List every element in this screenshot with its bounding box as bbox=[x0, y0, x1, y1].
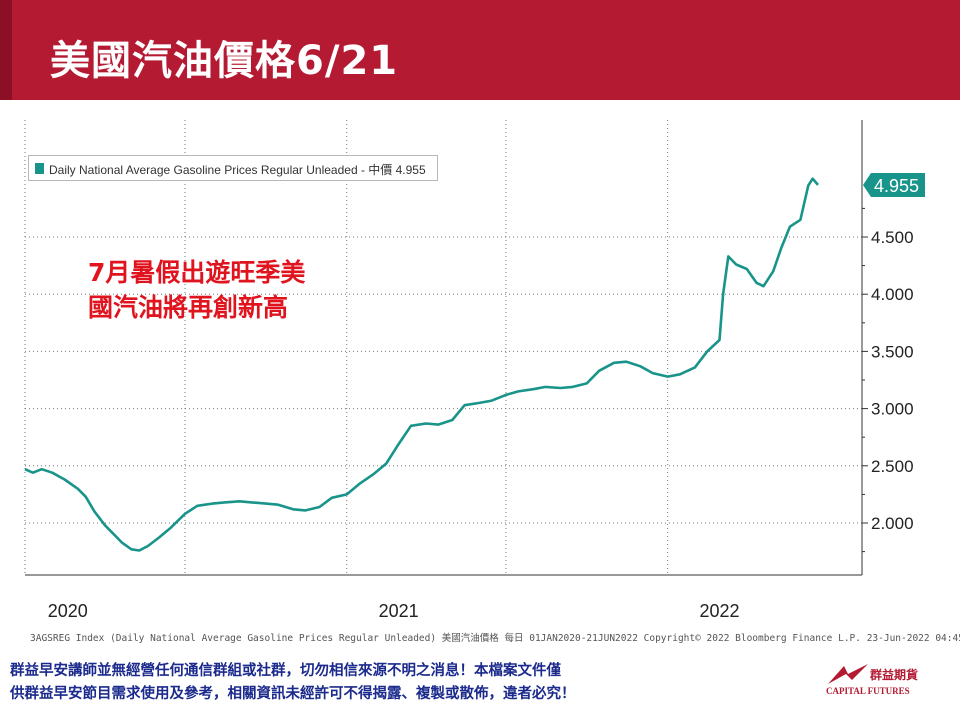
title-bar-edge bbox=[0, 0, 12, 100]
x-tick-label-2021: 2021 bbox=[379, 601, 419, 621]
capital-futures-logo: 群益期貨 CAPITAL FUTURES bbox=[824, 660, 954, 706]
chart-legend: Daily National Average Gasoline Prices R… bbox=[28, 155, 438, 181]
y-tick-label-4.000: 4.000 bbox=[871, 285, 914, 304]
title-bar: 美國汽油價格6/21 bbox=[0, 0, 960, 100]
disclaimer-line-1: 群益早安講師並無經營任何通信群組或社群，切勿相信來源不明之消息！本檔案文件僅 bbox=[10, 663, 561, 679]
legend-text: Daily National Average Gasoline Prices R… bbox=[49, 163, 426, 177]
last-value-label: 4.955 bbox=[874, 176, 919, 196]
y-tick-label-4.500: 4.500 bbox=[871, 228, 914, 247]
disclaimer-line-2: 供群益早安節目需求使用及參考，相關資訊未經許可不得揭露、複製或散佈，違者必究！ bbox=[10, 686, 576, 702]
legend-swatch bbox=[35, 163, 44, 174]
disclaimer: 群益早安講師並無經營任何通信群組或社群，切勿相信來源不明之消息！本檔案文件僅 供… bbox=[10, 660, 820, 706]
x-tick-label-2022: 2022 bbox=[700, 601, 740, 621]
y-tick-label-2.500: 2.500 bbox=[871, 457, 914, 476]
logo-english-name: CAPITAL FUTURES bbox=[826, 686, 910, 696]
last-value-tag bbox=[863, 172, 925, 197]
annotation-line-1: 7月暑假出遊旺季美 bbox=[88, 258, 306, 287]
chart-source-line: 3AGSREG Index (Daily National Average Ga… bbox=[30, 633, 960, 644]
y-tick-label-2.000: 2.000 bbox=[871, 514, 914, 533]
annotation-line-2: 國汽油將再創新高 bbox=[88, 293, 289, 322]
chart-annotation: 7月暑假出遊旺季美 國汽油將再創新高 bbox=[88, 255, 305, 325]
chart-svg: 2.000 2.500 3.000 3.500 4.000 4.500 2020 2021 20… bbox=[24, 120, 925, 621]
series-line-gasoline bbox=[24, 177, 819, 552]
gasoline-price-chart: 2.000 2.500 3.000 3.500 4.000 4.500 2020 2021 20… bbox=[0, 120, 960, 650]
x-tick-label-2020: 2020 bbox=[48, 601, 88, 621]
logo-chinese-name: 群益期貨 bbox=[870, 668, 919, 682]
y-tick-label-3.000: 3.000 bbox=[871, 400, 914, 419]
y-tick-label-3.500: 3.500 bbox=[871, 342, 914, 361]
logo-bird-icon bbox=[828, 664, 868, 684]
slide-title: 美國汽油價格6/21 bbox=[50, 38, 399, 84]
